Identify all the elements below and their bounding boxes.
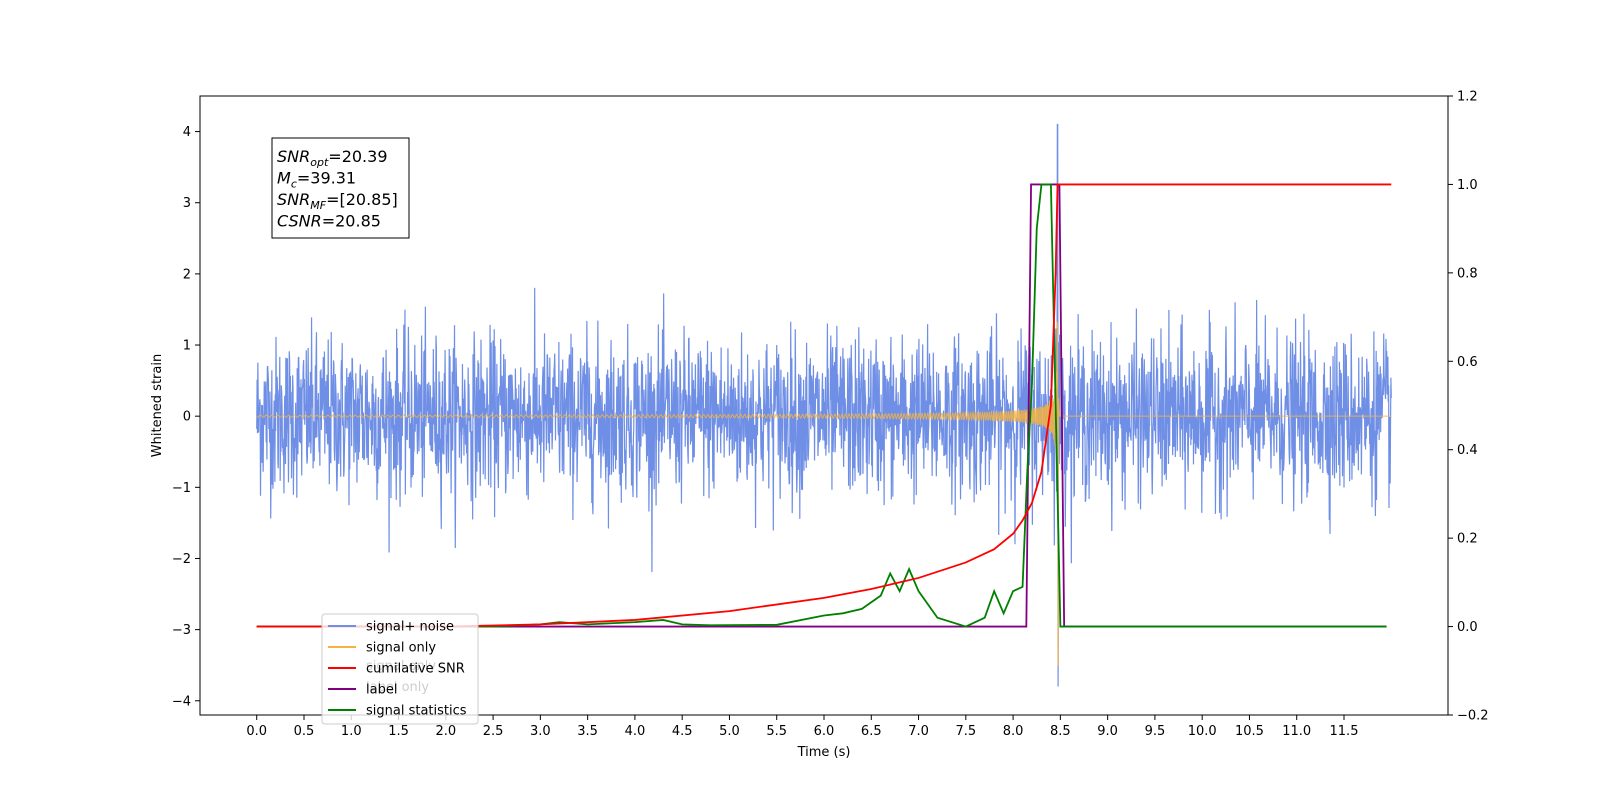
legend-entry-label: signal statistics <box>366 704 467 719</box>
y-tick-label: 1 <box>183 339 191 354</box>
x-tick-label: 3.0 <box>530 724 551 739</box>
x-tick-label: 0.5 <box>294 724 315 739</box>
x-tick-label: 6.0 <box>814 724 835 739</box>
x-tick-label: 9.0 <box>1097 724 1118 739</box>
y2-tick-label: 0.4 <box>1457 443 1478 458</box>
x-tick-label: 10.5 <box>1235 724 1264 739</box>
y2-tick-label: 0.8 <box>1457 266 1478 281</box>
annotation-box <box>271 137 410 239</box>
x-tick-label: 5.5 <box>766 724 787 739</box>
y2-tick-label: 0.6 <box>1457 355 1478 370</box>
x-tick-label: 5.0 <box>719 724 740 739</box>
y2-tick-label: 0.2 <box>1457 532 1478 547</box>
x-tick-label: 11.5 <box>1330 724 1359 739</box>
x-tick-label: 7.0 <box>908 724 929 739</box>
right-axis-series <box>256 183 1392 628</box>
series-signal-noise-line <box>256 123 1392 687</box>
series-cumilative-snr-line <box>256 183 1392 628</box>
y-tick-label: −4 <box>172 694 191 709</box>
y2-tick-label: −0.2 <box>1457 709 1489 724</box>
x-tick-label: 8.5 <box>1050 724 1071 739</box>
series-signal-only-line <box>256 321 1392 666</box>
x-tick-label: 1.5 <box>388 724 409 739</box>
annotation-line: CSNR=20.85 <box>277 212 381 231</box>
annotation-line: SNRMF=[20.85] <box>277 190 398 212</box>
y2-tick-label: 1.2 <box>1457 90 1478 105</box>
x-tick-label: 6.5 <box>861 724 882 739</box>
stats-annotation: SNRopt=20.39Mc=39.31SNRMF=[20.85]CSNR=20… <box>271 137 410 239</box>
y-axis-label: Whitened strain <box>150 354 165 457</box>
x-tick-label: 10.0 <box>1188 724 1217 739</box>
x-axis-label: Time (s) <box>797 745 851 760</box>
x-tick-label: 7.5 <box>955 724 976 739</box>
left-axis-series <box>256 123 1392 687</box>
x-tick-label: 4.0 <box>625 724 646 739</box>
legend-entry-label: cumilative SNR <box>366 662 465 677</box>
y-tick-label: −1 <box>172 481 191 496</box>
y-tick-label: 2 <box>183 267 191 282</box>
x-tick-label: 4.5 <box>672 724 693 739</box>
y-tick-label: −2 <box>172 552 191 567</box>
y-tick-label: −3 <box>172 623 191 638</box>
x-tick-label: 1.0 <box>341 724 362 739</box>
ticks: 0.0 0.5 1.0 1.5 2.0 2.5 3.0 3.5 4.0 4.5 5.0 5.5 6.0 6… <box>150 90 1489 761</box>
legend: signal onlylabel onlysignal+ noisesignal… <box>321 613 479 725</box>
y-tick-label: 0 <box>183 410 191 425</box>
legend-entry-label: signal only <box>366 641 436 656</box>
y-tick-label: 4 <box>183 125 191 140</box>
x-tick-label: 0.0 <box>246 724 267 739</box>
x-tick-label: 8.0 <box>1003 724 1024 739</box>
legend-entry-label: label <box>366 683 397 698</box>
annotation-line: Mc=39.31 <box>277 169 356 191</box>
x-tick-label: 2.5 <box>483 724 504 739</box>
x-tick-label: 3.5 <box>577 724 598 739</box>
y2-tick-label: 1.0 <box>1457 178 1478 193</box>
series-signal-statistics-line <box>256 183 1387 628</box>
y-tick-label: 3 <box>183 196 191 211</box>
x-tick-label: 2.0 <box>435 724 456 739</box>
y2-tick-label: 0.0 <box>1457 620 1478 635</box>
x-tick-label: 11.0 <box>1282 724 1311 739</box>
legend-box <box>321 613 479 725</box>
x-tick-label: 9.5 <box>1145 724 1166 739</box>
legend-entry-label: signal+ noise <box>366 620 454 635</box>
annotation-line: SNRopt=20.39 <box>277 147 388 169</box>
